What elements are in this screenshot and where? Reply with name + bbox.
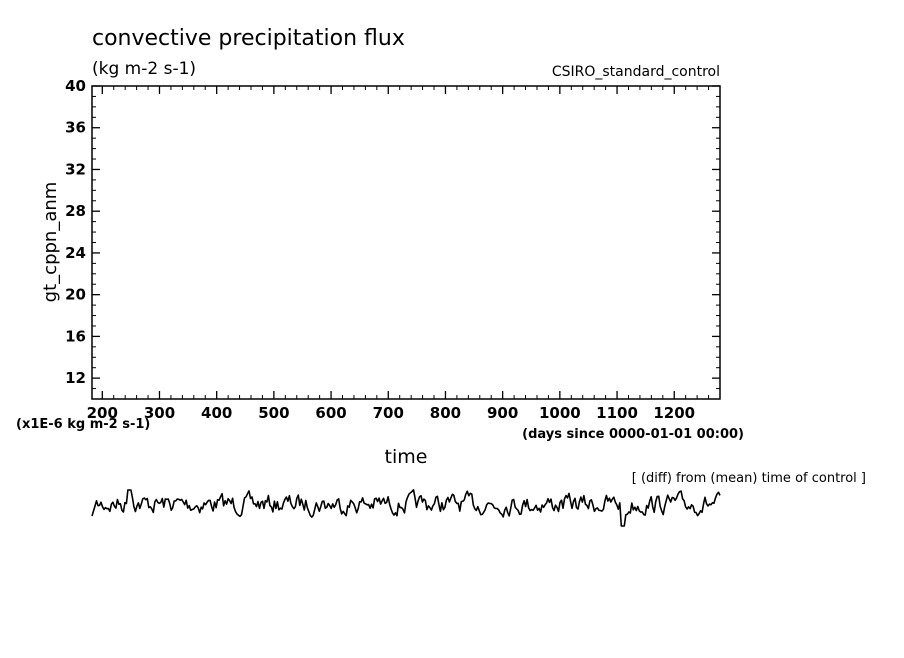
x-tick-label: 500 bbox=[258, 404, 289, 422]
y-axis-label: gt_cppn_anm bbox=[40, 182, 61, 303]
y-axis-ticks: 12 16 20 24 28 32 36 40 bbox=[65, 77, 720, 390]
x-axis-label: time bbox=[385, 446, 428, 468]
x-tick-label: 200 bbox=[87, 404, 118, 422]
y-tick-label: 24 bbox=[65, 244, 86, 262]
y-tick-label: 20 bbox=[65, 286, 86, 304]
x-units-label: (days since 0000-01-01 00:00) bbox=[522, 427, 744, 442]
x-tick-label: 1000 bbox=[539, 404, 581, 422]
x-tick-label: 300 bbox=[144, 404, 175, 422]
series-line bbox=[91, 489, 721, 527]
x-tick-label: 900 bbox=[487, 404, 518, 422]
x-tick-label: 800 bbox=[430, 404, 461, 422]
x-axis-ticks: 200 300 400 500 600 700 800 900 1000 1100 1200 bbox=[87, 86, 721, 422]
x-tick-label: 1200 bbox=[653, 404, 695, 422]
y-scale-note: (x1E-6 kg m-2 s-1) bbox=[16, 417, 150, 432]
y-tick-label: 32 bbox=[65, 160, 86, 178]
x-tick-label: 600 bbox=[315, 404, 346, 422]
y-tick-label: 40 bbox=[65, 77, 86, 95]
x-tick-label: 1100 bbox=[596, 404, 638, 422]
x-tick-label: 400 bbox=[201, 404, 232, 422]
comparison-annotation: [ (diff) from (mean) time of control ] bbox=[632, 471, 866, 486]
chart-title: convective precipitation flux bbox=[92, 26, 405, 51]
run-label: CSIRO_standard_control bbox=[552, 64, 720, 80]
y-tick-label: 12 bbox=[65, 369, 86, 387]
y-tick-label: 28 bbox=[65, 202, 86, 220]
plot-frame bbox=[91, 85, 721, 400]
x-tick-label: 700 bbox=[373, 404, 404, 422]
y-tick-label: 36 bbox=[65, 119, 86, 137]
chart-units: (kg m-2 s-1) bbox=[92, 59, 196, 79]
y-tick-label: 16 bbox=[65, 327, 86, 345]
